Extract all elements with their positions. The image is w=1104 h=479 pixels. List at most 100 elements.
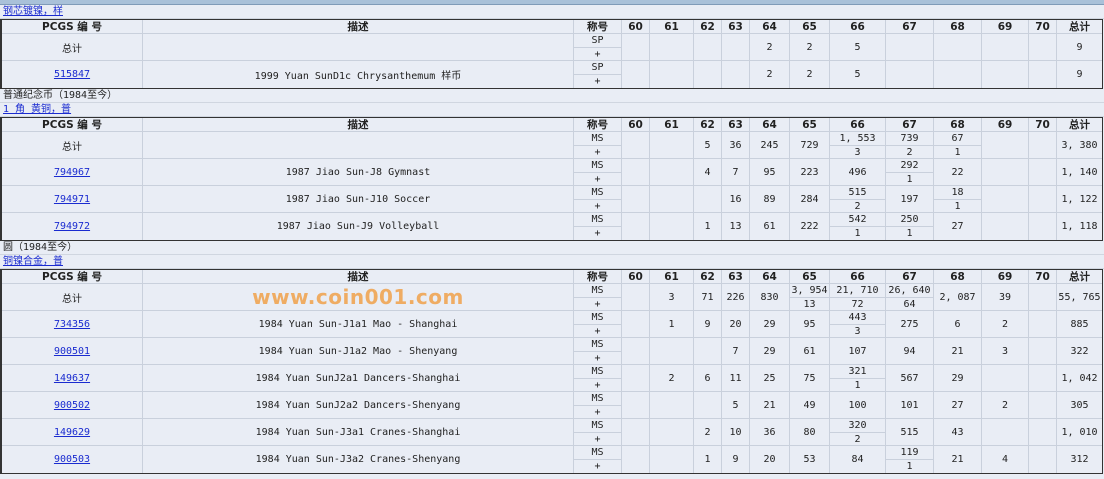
pcgs-number-link[interactable]: 149637 [53, 372, 91, 384]
plus-label: + [594, 379, 601, 391]
header-grade-66: 66 [830, 20, 886, 34]
pcgs-number-link[interactable]: 794967 [53, 166, 91, 178]
grade-count-68: 22 [934, 159, 982, 186]
header-grade-68: 68 [934, 118, 982, 132]
grade-count-67: 26, 640 64 [886, 284, 934, 311]
grade-count-62: 4 [694, 159, 722, 186]
header-grade-65: 65 [790, 118, 830, 132]
grade-count-61 [650, 186, 694, 213]
grade-count-65-value: 3, 954 [790, 284, 829, 298]
grade-count-65: 75 [790, 365, 830, 392]
total-row: 总计 MS +5 36 245 729 1, 553 3 739 2 67 1 3, 380 [2, 132, 1102, 159]
grade-count-67-value: 119 [886, 446, 933, 460]
grade-count-62: 71 [694, 284, 722, 311]
series-link[interactable]: 钢芯镀镍，样 [3, 6, 63, 17]
grade-count-67: 94 [886, 338, 934, 365]
grade-count-65: 284 [790, 186, 830, 213]
grade-count-63: 10 [722, 419, 750, 446]
grade-count-65: 729 [790, 132, 830, 159]
description-cell: 1984 Yuan SunJ2a1 Dancers-Shanghai [143, 365, 574, 392]
header-grade-67: 67 [886, 20, 934, 34]
header-grade-62: 62 [694, 118, 722, 132]
grade-count-62: 9 [694, 311, 722, 338]
pcgs-number-link[interactable]: 900502 [53, 399, 91, 411]
grade-label: MS [574, 284, 621, 298]
header-grade-63: 63 [722, 270, 750, 284]
grade-count-62: 5 [694, 132, 722, 159]
grade-count-66: 1, 553 3 [830, 132, 886, 159]
header-total: 总计 [1057, 118, 1102, 132]
pcgs-number-link[interactable]: 900501 [53, 345, 91, 357]
grade-count-68: 21 [934, 338, 982, 365]
header-grade-65: 65 [790, 270, 830, 284]
grade-count-61: 1 [650, 311, 694, 338]
total-cell: 312 [1070, 454, 1089, 465]
pcgs-number-link[interactable]: 900503 [53, 454, 91, 465]
grade-count-61 [650, 159, 694, 186]
pcgs-number-link[interactable]: 794971 [53, 193, 91, 205]
description-cell: 1984 Yuan Sun-J3a2 Cranes-Shenyang [143, 446, 574, 473]
grade-count-66-plus-value: 1 [854, 379, 861, 391]
series-link[interactable]: 铜镍合金，普 [3, 256, 63, 267]
grade-count-69 [982, 419, 1029, 446]
grade-count-64: 29 [750, 338, 790, 365]
plus-label: + [594, 228, 601, 239]
grade-count-63: 7 [722, 338, 750, 365]
grade-count-69: 2 [982, 392, 1029, 419]
grade-count-60 [622, 446, 650, 473]
grade-count-69 [982, 159, 1029, 186]
series-link[interactable]: 1 角 黄铜，普 [3, 104, 72, 115]
table-row: 900503 1984 Yuan Sun-J3a2 Cranes-Shenyang… [2, 446, 1102, 473]
header-grade-70: 70 [1029, 20, 1057, 34]
grade-count-67-plus-value: 2 [906, 146, 913, 158]
grade-count-60 [622, 284, 650, 311]
grade-count-61 [650, 213, 694, 240]
grade-count-61 [650, 34, 694, 61]
grade-count-70 [1029, 34, 1057, 61]
header-grade-62: 62 [694, 20, 722, 34]
total-cell: 1, 010 [1057, 419, 1102, 446]
grade-count-66-value: 320 [830, 419, 885, 433]
grade-count-66-plus-value: 3 [854, 146, 861, 158]
plus-label: + [594, 298, 601, 310]
grade-count-60 [622, 365, 650, 392]
grade-count-64: 830 [750, 284, 790, 311]
grade-count-67-value: 292 [886, 159, 933, 173]
grade-count-66-plus-value: 1 [854, 228, 861, 239]
table-row: 515847 1999 Yuan SunD1c Chrysanthemum 样币 S… [2, 61, 1102, 88]
total-cell: 885 [1057, 311, 1102, 338]
pcgs-number-cell: 794971 [2, 186, 143, 213]
grade-count-68-plus-value: 1 [954, 146, 961, 158]
table-row: 900501 1984 Yuan Sun-J1a2 Mao - Shenyang M… [2, 338, 1102, 365]
grade-count-62: 6 [694, 365, 722, 392]
grade-count-67-value: 26, 640 [886, 284, 933, 298]
pcgs-number-link[interactable]: 515847 [53, 69, 91, 80]
header-grade-69: 69 [982, 20, 1029, 34]
header-grade-64: 64 [750, 270, 790, 284]
table-row: 794967 1987 Jiao Sun-J8 Gymnast MS +4 7 95 223… [2, 159, 1102, 186]
grade-count-65: 95 [790, 311, 830, 338]
grade-designation-cell: MS + [574, 284, 622, 311]
grade-count-64: 20 [750, 446, 790, 473]
plus-label: + [594, 200, 601, 212]
grade-count-67: 515 [886, 419, 934, 446]
pcgs-number-link[interactable]: 794972 [53, 221, 91, 232]
grade-count-67-value: 739 [886, 132, 933, 146]
grade-label: SP [574, 34, 621, 48]
pcgs-number-cell: 900503 [2, 446, 143, 473]
pcgs-number-link[interactable]: 149629 [53, 426, 91, 438]
grade-count-63: 16 [722, 186, 750, 213]
pcgs-number-cell: 900501 [2, 338, 143, 365]
grade-count-64: 25 [750, 365, 790, 392]
grade-count-67: 275 [886, 311, 934, 338]
pcgs-number-link[interactable]: 734356 [53, 318, 91, 330]
plus-label: + [594, 433, 601, 445]
total-cell: 1, 042 [1057, 365, 1102, 392]
grade-count-69 [982, 186, 1029, 213]
grade-count-64: 2 [750, 34, 790, 61]
table-row: 794971 1987 Jiao Sun-J10 Soccer MS +16 89 284… [2, 186, 1102, 213]
pcgs-number-cell: 900502 [2, 392, 143, 419]
grade-count-67-plus-value: 1 [906, 461, 913, 472]
grade-count-68-plus-value: 1 [954, 200, 961, 212]
grade-count-67: 101 [886, 392, 934, 419]
